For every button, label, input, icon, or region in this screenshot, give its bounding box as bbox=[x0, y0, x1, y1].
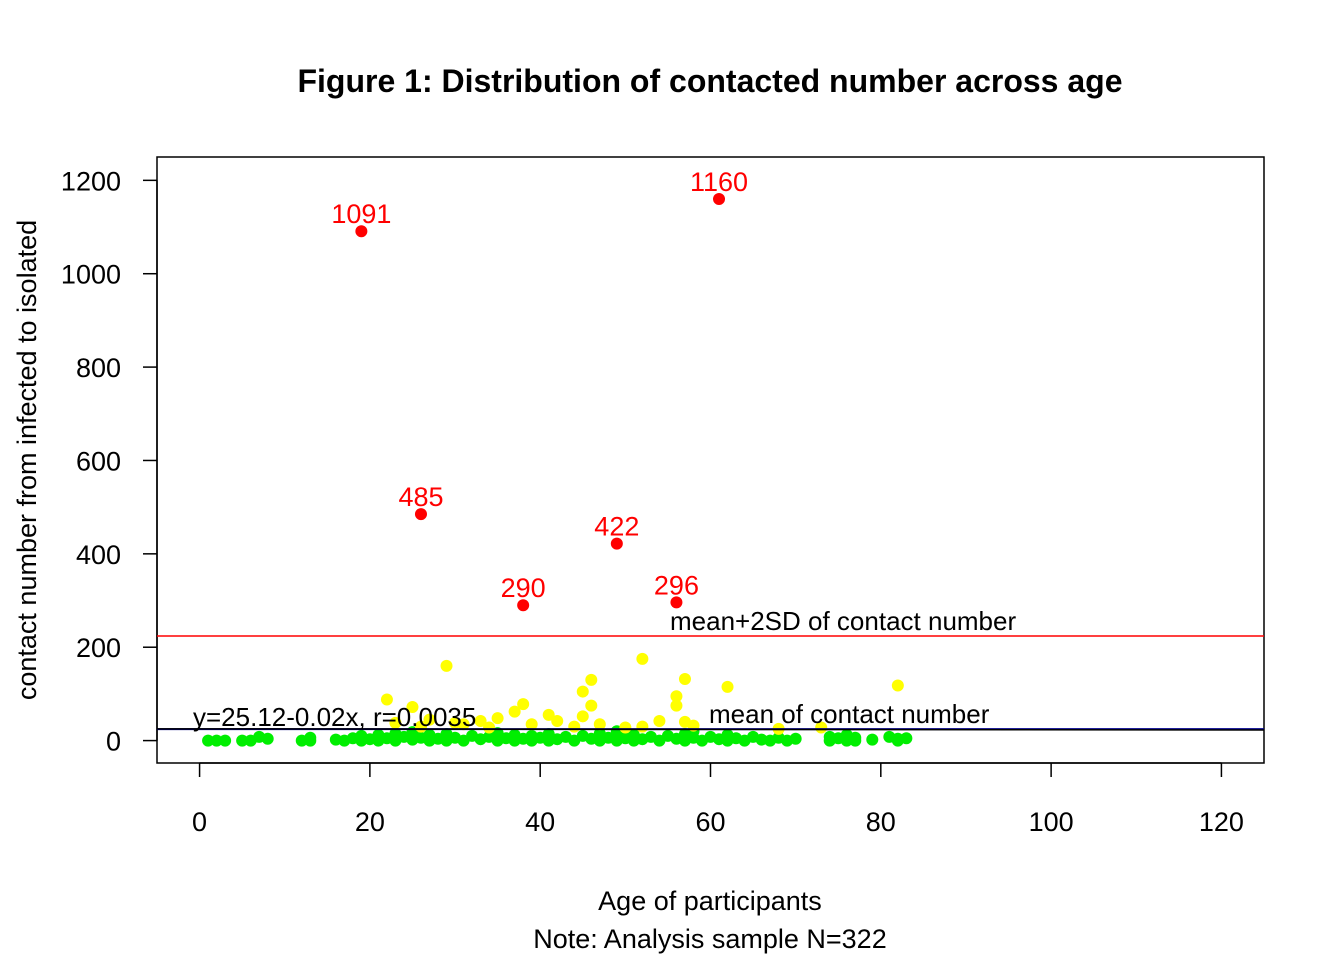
data-point bbox=[585, 699, 598, 712]
data-point bbox=[491, 712, 504, 725]
y-tick-label: 800 bbox=[76, 353, 121, 383]
data-point bbox=[891, 679, 904, 692]
x-tick-label: 100 bbox=[1029, 807, 1074, 837]
data-point bbox=[304, 734, 317, 747]
data-point bbox=[406, 700, 419, 713]
data-point bbox=[670, 699, 683, 712]
data-point bbox=[866, 733, 879, 746]
data-point bbox=[670, 596, 683, 609]
data-point bbox=[610, 537, 623, 550]
data-point bbox=[542, 708, 555, 721]
data-point bbox=[576, 685, 589, 698]
data-point bbox=[380, 693, 393, 706]
plot-box bbox=[156, 156, 1265, 764]
outlier-label: 296 bbox=[654, 570, 699, 600]
x-axis: 0 20 40 60 80 100 120 bbox=[192, 762, 1244, 837]
data-point bbox=[576, 710, 589, 723]
data-point bbox=[236, 734, 249, 747]
data-point bbox=[517, 698, 530, 711]
data-point bbox=[568, 720, 581, 733]
y-tick-label: 1200 bbox=[61, 166, 121, 196]
data-point bbox=[440, 659, 453, 672]
data-point bbox=[789, 732, 802, 745]
y-tick-label: 400 bbox=[76, 540, 121, 570]
sample-note: Note: Analysis sample N=322 bbox=[533, 924, 886, 954]
data-point bbox=[202, 734, 215, 747]
y-axis: 0 200 400 600 800 1000 1200 bbox=[61, 166, 158, 757]
data-point bbox=[593, 718, 606, 731]
y-tick-label: 1000 bbox=[61, 260, 121, 290]
data-point bbox=[653, 714, 666, 727]
x-tick-label: 60 bbox=[695, 807, 725, 837]
y-tick-label: 200 bbox=[76, 633, 121, 663]
mean-line-label: mean of contact number bbox=[709, 699, 990, 729]
data-point bbox=[585, 673, 598, 686]
data-point bbox=[355, 225, 368, 238]
data-point bbox=[815, 721, 828, 734]
x-tick-label: 0 bbox=[192, 807, 207, 837]
reference-lines bbox=[156, 635, 1265, 731]
sd-line-label: mean+2SD of contact number bbox=[670, 606, 1016, 636]
data-point bbox=[423, 713, 436, 726]
data-point bbox=[457, 718, 470, 731]
y-axis-label: contact number from infected to isolated bbox=[12, 220, 42, 700]
y-tick-label: 0 bbox=[106, 727, 121, 757]
data-point bbox=[261, 732, 274, 745]
data-point bbox=[551, 714, 564, 727]
data-point bbox=[389, 716, 402, 729]
data-point bbox=[900, 732, 913, 745]
regression-line bbox=[156, 728, 1265, 731]
data-point bbox=[670, 690, 683, 703]
data-point bbox=[636, 720, 649, 733]
data-point bbox=[636, 652, 649, 665]
outlier-label: 1160 bbox=[690, 167, 748, 197]
data-point bbox=[849, 734, 862, 747]
data-point bbox=[619, 721, 632, 734]
x-tick-label: 120 bbox=[1199, 807, 1244, 837]
data-point bbox=[219, 734, 232, 747]
outlier-label: 1091 bbox=[331, 199, 391, 229]
data-point bbox=[525, 718, 538, 731]
y-tick-label: 600 bbox=[76, 446, 121, 476]
data-point bbox=[713, 193, 726, 206]
x-tick-label: 40 bbox=[525, 807, 555, 837]
data-point bbox=[517, 599, 530, 612]
x-tick-label: 20 bbox=[355, 807, 385, 837]
data-point bbox=[483, 721, 496, 734]
outlier-label: 422 bbox=[594, 512, 639, 542]
data-point bbox=[474, 714, 487, 727]
data-point bbox=[414, 508, 427, 521]
point-labels: 1091 1160 485 422 290 296 bbox=[331, 167, 748, 603]
data-point bbox=[721, 680, 734, 693]
data-point bbox=[210, 734, 223, 747]
data-point bbox=[678, 672, 691, 685]
regression-label: y=25.12-0.02x, r=0.0035 bbox=[193, 702, 476, 732]
outlier-label: 485 bbox=[398, 482, 443, 512]
x-tick-label: 80 bbox=[866, 807, 896, 837]
points-layer bbox=[202, 193, 913, 747]
data-point bbox=[508, 705, 521, 718]
chart-title: Figure 1: Distribution of contacted numb… bbox=[297, 63, 1122, 99]
outlier-label: 290 bbox=[501, 573, 546, 603]
x-axis-label: Age of participants bbox=[598, 886, 822, 916]
